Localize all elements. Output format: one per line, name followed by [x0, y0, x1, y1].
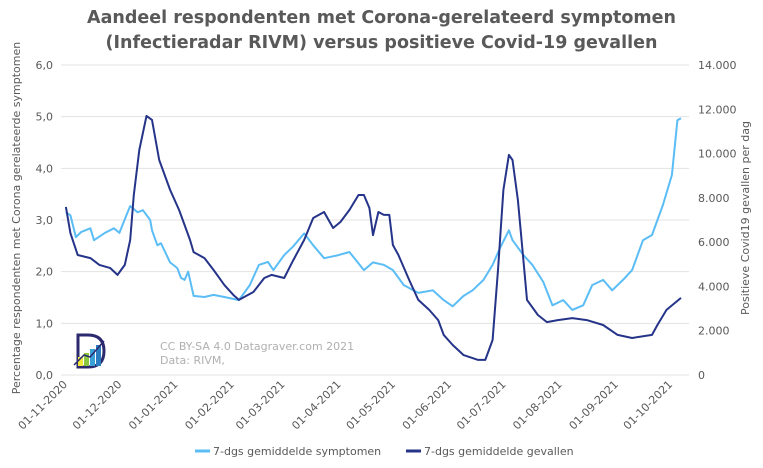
- y2-tick-label: 6.000: [698, 236, 730, 249]
- y-tick-label: 1,0: [36, 317, 54, 330]
- series-line-symptomen: [65, 117, 682, 311]
- x-tick-label: 01-10-2021: [621, 378, 675, 432]
- x-tick-label: 01-06-2021: [400, 378, 454, 432]
- legend-label-symptomen: 7-dgs gemiddelde symptomen: [213, 445, 381, 458]
- y-tick-label: 3,0: [36, 214, 54, 227]
- y-tick-label: 4,0: [36, 162, 54, 175]
- chart-title-line-1: Aandeel respondenten met Corona-gerelate…: [87, 8, 676, 28]
- credit-text: CC BY-SA 4.0 Datagraver.com 2021: [160, 340, 354, 353]
- series-line-gevallen: [64, 114, 682, 361]
- x-tick-label: 01-09-2021: [566, 378, 620, 432]
- x-tick-label: 01-01-2021: [126, 378, 180, 432]
- logo: [73, 333, 106, 369]
- y-tick-label: 6,0: [36, 59, 54, 72]
- y2-tick-label: 4.000: [698, 280, 730, 293]
- y-tick-label: 5,0: [36, 111, 54, 124]
- y2-tick-label: 2.000: [698, 325, 730, 338]
- y2-tick-label: 0: [698, 369, 705, 382]
- y2-tick-label: 8.000: [698, 192, 730, 205]
- y2-tick-label: 12.000: [698, 103, 737, 116]
- x-tick-label: 01-02-2021: [182, 378, 236, 432]
- y2-tick-label: 10.000: [698, 148, 737, 161]
- x-tick-label: 01-04-2021: [289, 378, 343, 432]
- y2-axis-title: Positieve Covid19 gevallen per dag: [739, 121, 752, 315]
- y-tick-label: 0,0: [36, 369, 54, 382]
- legend-label-gevallen: 7-dgs gemiddelde gevallen: [424, 445, 574, 458]
- x-tick-label: 01-05-2021: [344, 378, 398, 432]
- x-tick-label: 01-12-2020: [70, 378, 124, 432]
- data-source-text: Data: RIVM,: [160, 354, 225, 367]
- x-tick-label: 01-11-2020: [16, 378, 70, 432]
- chart-title: Aandeel respondenten met Corona-gerelate…: [0, 6, 763, 56]
- y2-tick-label: 14.000: [698, 59, 737, 72]
- chart-title-line-2: (Infectieradar RIVM) versus positieve Co…: [105, 33, 658, 53]
- x-tick-label: 01-07-2021: [454, 378, 508, 432]
- y-tick-label: 2,0: [36, 266, 54, 279]
- y-axis-title: Percentage respondenten met Corona gerel…: [10, 42, 23, 395]
- legend: 7-dgs gemiddelde symptomen 7-dgs gemidde…: [195, 445, 574, 458]
- x-tick-label: 01-03-2021: [233, 378, 287, 432]
- x-tick-label: 01-08-2021: [510, 378, 564, 432]
